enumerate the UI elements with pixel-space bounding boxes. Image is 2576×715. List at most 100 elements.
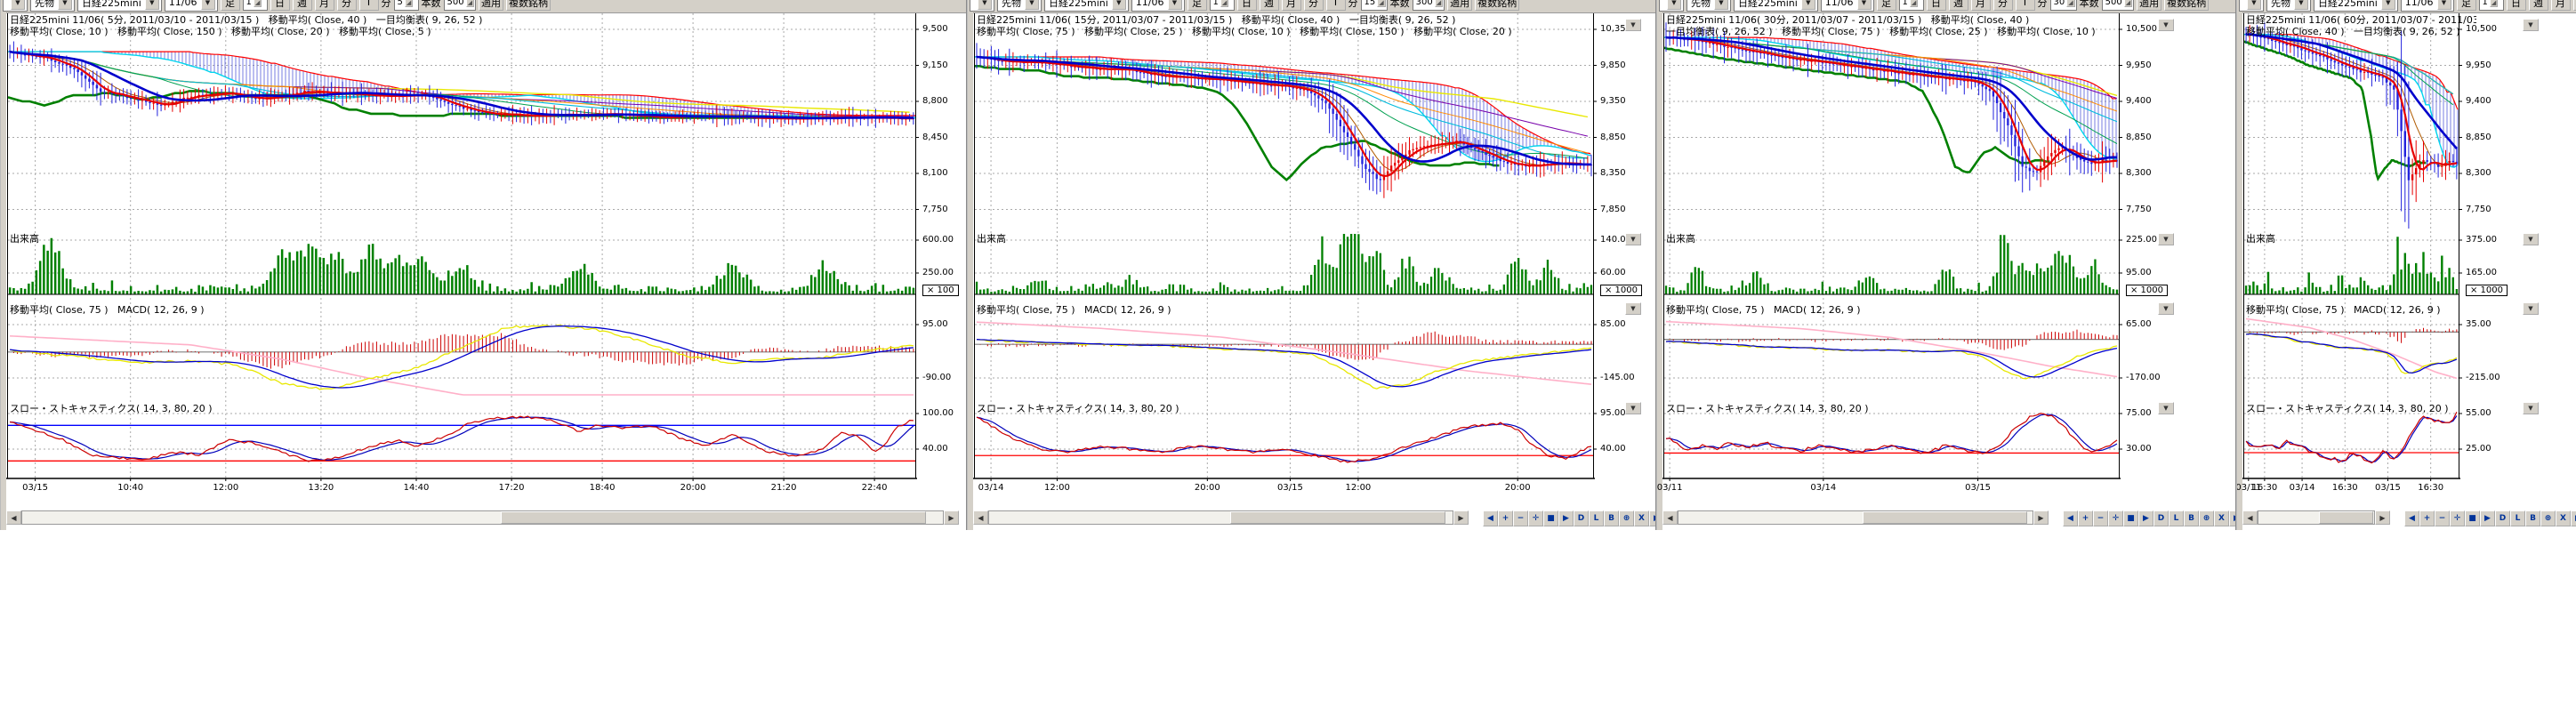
pane-scale-dropdown-button[interactable]: ▼ — [2158, 233, 2174, 245]
chart-plot-area[interactable] — [2237, 12, 2576, 530]
period-button-0[interactable]: 日 — [2506, 0, 2526, 11]
scrollbar-thumb[interactable] — [1229, 511, 1445, 524]
pane-scale-dropdown-button[interactable]: ▼ — [2523, 19, 2539, 31]
period-button-2[interactable]: 月 — [314, 0, 334, 11]
ashi-label-button[interactable]: 足 — [2456, 0, 2476, 11]
bars-spinner[interactable]: 500 ◢ — [443, 0, 476, 11]
target-button[interactable]: ⊕ — [2199, 510, 2214, 526]
target-button[interactable]: ⊕ — [2540, 510, 2556, 526]
ashi-label-button[interactable]: 足 — [1876, 0, 1896, 11]
minute-spinner[interactable]: 5 ◢ — [393, 0, 419, 11]
bar-button[interactable]: B — [1604, 510, 1619, 526]
scrollbar-track[interactable] — [1678, 510, 2033, 525]
scroll-left-button[interactable]: ◀ — [1662, 510, 1678, 525]
period-button-0[interactable]: 日 — [1926, 0, 1946, 11]
line-button[interactable]: L — [2510, 510, 2525, 526]
period-button-2[interactable]: 月 — [2550, 0, 2571, 11]
scrollbar-track[interactable] — [21, 510, 944, 525]
scrollbar-track[interactable] — [988, 510, 1453, 525]
step-right-button[interactable]: ▶ — [1649, 510, 1655, 526]
step-right-button[interactable]: ▶ — [2571, 510, 2576, 526]
play-button[interactable]: ▶ — [2138, 510, 2153, 526]
tick-count-spinner[interactable]: 1 ◢ — [2478, 0, 2504, 11]
period-button-3[interactable]: 分 — [2572, 0, 2576, 11]
period-button-2[interactable]: 月 — [1281, 0, 1301, 11]
window-menu-dropdown[interactable]: ▼ — [3, 0, 28, 12]
daily-button[interactable]: D — [2495, 510, 2510, 526]
symbol-select[interactable]: 日経225mini ▼ — [2314, 0, 2398, 12]
marker-button[interactable]: ■ — [2465, 510, 2480, 526]
zoom-in-button[interactable]: + — [1498, 510, 1513, 526]
crosshair-button[interactable]: ✛ — [2108, 510, 2123, 526]
minute-spinner[interactable]: 15 ◢ — [1360, 0, 1388, 11]
h-scrollbar[interactable]: ◀ ▶ — [6, 510, 959, 525]
h-scrollbar[interactable]: ◀ ▶ — [973, 510, 1469, 525]
daily-button[interactable]: D — [1574, 510, 1589, 526]
marker-button[interactable]: ■ — [1543, 510, 1558, 526]
chart-plot-area[interactable] — [1657, 12, 2235, 530]
scrollbar-thumb[interactable] — [1862, 511, 2028, 524]
symbol-select[interactable]: 日経225mini ▼ — [77, 0, 162, 12]
crosshair-button[interactable]: ✛ — [1528, 510, 1543, 526]
zoom-in-button[interactable]: + — [2419, 510, 2435, 526]
multi-symbol-button[interactable]: 複数銘柄 — [1475, 0, 1520, 11]
tick-count-spinner[interactable]: 1 ◢ — [242, 0, 268, 11]
period-button-2[interactable]: 月 — [1970, 0, 1991, 11]
delete-button[interactable]: X — [2556, 510, 2571, 526]
step-left-button[interactable]: ◀ — [2404, 510, 2419, 526]
apply-button[interactable]: 適用 — [478, 0, 503, 11]
scrollbar-thumb[interactable] — [501, 511, 927, 524]
pane-scale-dropdown-button[interactable]: ▼ — [1625, 302, 1641, 315]
target-button[interactable]: ⊕ — [1619, 510, 1634, 526]
window-menu-dropdown[interactable]: ▼ — [2239, 0, 2264, 12]
step-left-button[interactable]: ◀ — [2063, 510, 2078, 526]
period-button-4[interactable]: T — [1325, 0, 1346, 11]
pane-scale-dropdown-button[interactable]: ▼ — [2158, 302, 2174, 315]
pane-scale-dropdown-button[interactable]: ▼ — [1625, 402, 1641, 414]
zoom-in-button[interactable]: + — [2078, 510, 2093, 526]
bar-button[interactable]: B — [2525, 510, 2540, 526]
delete-button[interactable]: X — [1634, 510, 1649, 526]
scroll-right-button[interactable]: ▶ — [2375, 510, 2390, 525]
pane-scale-dropdown-button[interactable]: ▼ — [2158, 402, 2174, 414]
tick-count-spinner[interactable]: 1 ◢ — [1209, 0, 1235, 11]
line-button[interactable]: L — [2169, 510, 2184, 526]
period-button-3[interactable]: 分 — [1992, 0, 2013, 11]
apply-button[interactable]: 適用 — [1447, 0, 1473, 11]
pane-scale-dropdown-button[interactable]: ▼ — [2523, 302, 2539, 315]
step-left-button[interactable]: ◀ — [1483, 510, 1498, 526]
pane-scale-dropdown-button[interactable]: ▼ — [2523, 233, 2539, 245]
daily-button[interactable]: D — [2153, 510, 2169, 526]
symbol-select[interactable]: 日経225mini ▼ — [1734, 0, 1818, 12]
scrollbar-thumb[interactable] — [2318, 511, 2374, 524]
market-select[interactable]: 先物 ▼ — [997, 0, 1042, 12]
pane-scale-dropdown-button[interactable]: ▼ — [1625, 19, 1641, 31]
step-right-button[interactable]: ▶ — [2229, 510, 2235, 526]
scroll-left-button[interactable]: ◀ — [973, 510, 988, 525]
h-scrollbar[interactable]: ◀ ▶ — [1662, 510, 2049, 525]
tick-count-spinner[interactable]: 1 ◢ — [1898, 0, 1924, 11]
period-button-4[interactable]: T — [358, 0, 379, 11]
contract-month-select[interactable]: 11/06 ▼ — [2400, 0, 2454, 12]
ashi-label-button[interactable]: 足 — [1187, 0, 1207, 11]
scroll-left-button[interactable]: ◀ — [2242, 510, 2258, 525]
zoom-out-button[interactable]: − — [2093, 510, 2108, 526]
period-button-0[interactable]: 日 — [1236, 0, 1257, 11]
period-button-1[interactable]: 週 — [1259, 0, 1279, 11]
period-button-3[interactable]: 分 — [1303, 0, 1324, 11]
period-button-3[interactable]: 分 — [336, 0, 357, 11]
pane-scale-dropdown-button[interactable]: ▼ — [2523, 402, 2539, 414]
minute-spinner[interactable]: 30 ◢ — [2049, 0, 2077, 11]
period-button-4[interactable]: T — [2015, 0, 2035, 11]
period-button-1[interactable]: 週 — [292, 0, 312, 11]
window-menu-dropdown[interactable]: ▼ — [970, 0, 994, 12]
contract-month-select[interactable]: 11/06 ▼ — [1131, 0, 1185, 12]
play-button[interactable]: ▶ — [2480, 510, 2495, 526]
bars-spinner[interactable]: 500 ◢ — [2101, 0, 2135, 11]
marker-button[interactable]: ■ — [2123, 510, 2138, 526]
window-menu-dropdown[interactable]: ▼ — [1659, 0, 1684, 12]
play-button[interactable]: ▶ — [1558, 510, 1574, 526]
zoom-out-button[interactable]: − — [2435, 510, 2450, 526]
delete-button[interactable]: X — [2214, 510, 2229, 526]
contract-month-select[interactable]: 11/06 ▼ — [164, 0, 218, 12]
